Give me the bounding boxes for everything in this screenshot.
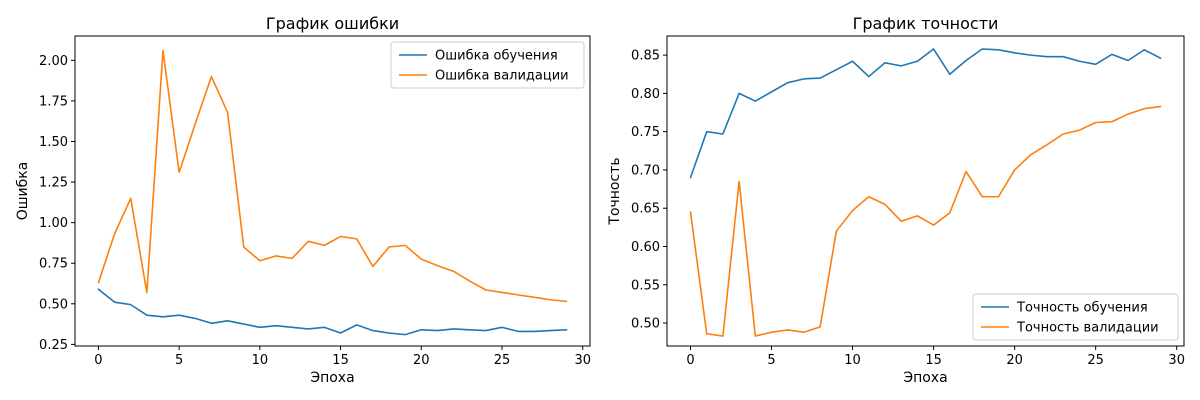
loss-x-tick-label: 5: [175, 353, 183, 368]
accuracy-chart: График точности 0 5 10 15 20 25 30 0.50 0.55 0.60 0…: [607, 14, 1185, 386]
accuracy-chart-title: График точности: [853, 14, 999, 33]
loss-chart: График ошибки 0 5 10 15 20 25 30 0.25 0.50 0.75 1.0…: [15, 14, 591, 386]
loss-legend-label-1: Ошибка обучения: [435, 49, 558, 64]
accuracy-y-axis-label: Точность: [607, 157, 623, 225]
accuracy-series-line-1: [689, 48, 1162, 179]
loss-y-tick-label: 0.50: [39, 297, 68, 312]
loss-plot-frame: [74, 35, 591, 347]
loss-x-tick-label: 10: [252, 353, 269, 368]
loss-x-tick-label: 15: [332, 353, 349, 368]
accuracy-legend-label-2: Точность валидации: [1016, 321, 1159, 336]
accuracy-x-tick-label: 30: [1168, 353, 1185, 368]
loss-legend-box: [390, 41, 585, 89]
loss-x-axis-label: Эпоха: [310, 370, 354, 386]
accuracy-y-tick-label: 0.80: [631, 87, 660, 102]
loss-y-tick-label: 1.25: [39, 176, 68, 191]
accuracy-x-tick-label: 5: [767, 353, 775, 368]
loss-x-tick-label: 0: [94, 353, 102, 368]
loss-series-line-2: [97, 49, 568, 303]
loss-x-tick-label: 20: [413, 353, 430, 368]
accuracy-plot-frame: [666, 35, 1185, 347]
accuracy-x-axis-label: Эпоха: [903, 370, 947, 386]
accuracy-legend-label-1: Точность обучения: [1016, 301, 1148, 316]
accuracy-legend: Точность обучения Точность валидации: [972, 293, 1179, 341]
loss-y-tick-label: 1.75: [39, 94, 68, 109]
accuracy-y-tick-label: 0.65: [631, 202, 660, 217]
accuracy-y-tick-label: 0.70: [631, 163, 660, 178]
accuracy-series-line-2: [689, 105, 1162, 337]
loss-y-tick-label: 1.00: [39, 216, 68, 231]
loss-y-axis-label: Ошибка: [15, 162, 31, 221]
loss-y-tick-label: 1.50: [39, 135, 68, 150]
accuracy-y-tick-label: 0.50: [631, 317, 660, 332]
accuracy-x-tick-label: 10: [844, 353, 861, 368]
accuracy-x-tick-label: 20: [1006, 353, 1023, 368]
loss-y-tick-label: 2.00: [39, 54, 68, 69]
loss-x-tick-label: 25: [494, 353, 511, 368]
loss-y-tick-label: 0.25: [39, 338, 68, 353]
loss-y-tick-label: 0.75: [39, 257, 68, 272]
accuracy-y-tick-label: 0.85: [631, 49, 660, 64]
loss-legend-label-2: Ошибка валидации: [435, 69, 569, 84]
accuracy-y-tick-label: 0.55: [631, 278, 660, 293]
loss-legend: Ошибка обучения Ошибка валидации: [390, 41, 585, 89]
loss-x-tick-label: 30: [574, 353, 591, 368]
accuracy-x-tick-label: 15: [925, 353, 942, 368]
accuracy-x-tick-label: 25: [1087, 353, 1104, 368]
accuracy-y-tick-label: 0.60: [631, 240, 660, 255]
loss-series-line-1: [97, 288, 568, 336]
accuracy-legend-box: [972, 293, 1179, 341]
accuracy-y-tick-label: 0.75: [631, 125, 660, 140]
accuracy-x-tick-label: 0: [686, 353, 694, 368]
loss-chart-title: График ошибки: [266, 14, 399, 33]
